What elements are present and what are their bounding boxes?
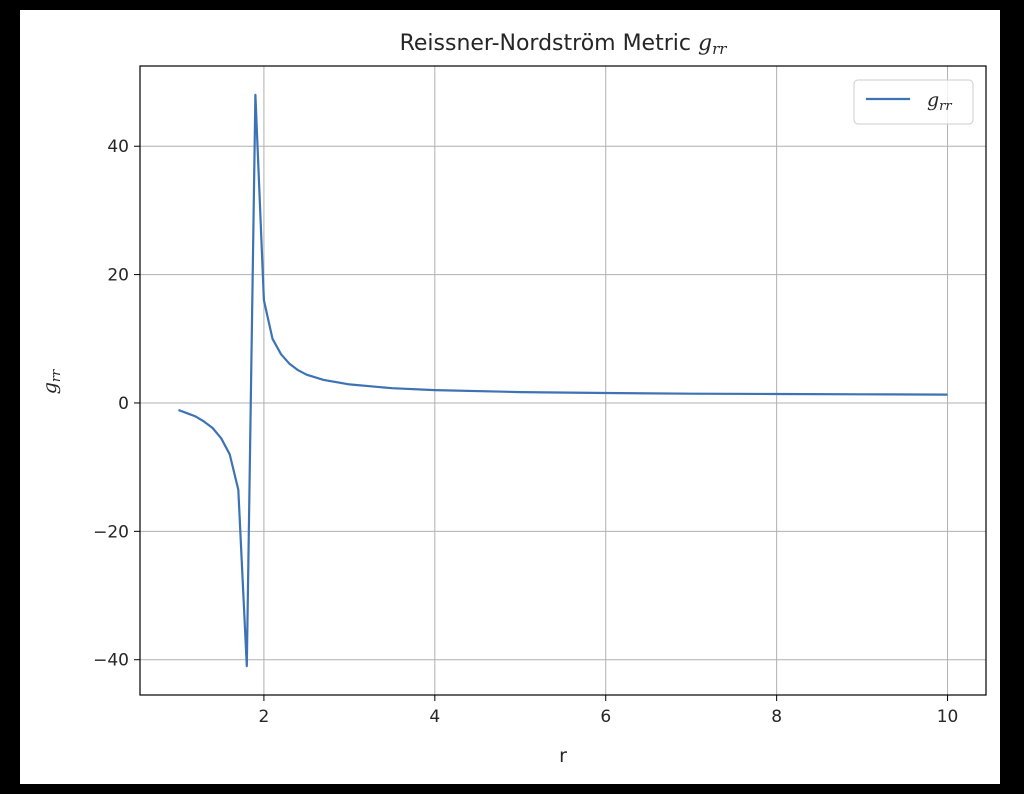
x-axis-label: r: [559, 745, 567, 767]
legend-box: [853, 79, 974, 125]
chart-title: Reissner-Nordström Metric grr: [400, 31, 728, 58]
y-tick-label: 20: [107, 266, 129, 286]
x-tick-label: 6: [600, 707, 611, 727]
series-layer: [178, 93, 948, 668]
y-tick-label: 0: [118, 394, 129, 414]
ticks: 2 4 6 8 10 −40 −20 0 20 40: [93, 137, 958, 727]
legend-label-math-sub: rr: [939, 99, 952, 114]
legend-label-math: g: [927, 89, 939, 111]
axes-frame: [139, 65, 987, 696]
y-axis-label-math: g: [39, 382, 61, 394]
y-axis-label: grr: [39, 369, 64, 394]
x-tick-label: 8: [771, 707, 782, 727]
chart-title-text: Reissner-Nordström Metric: [400, 31, 698, 56]
grid: [140, 66, 986, 695]
chart-title-math-sub: rr: [712, 40, 727, 58]
y-axis-label-math-sub: rr: [49, 369, 64, 382]
chart: 2 4 6 8 10 −40 −20 0 20 40 Reissner-Nordström Met…: [39, 31, 987, 767]
chart-title-math: g: [698, 31, 712, 56]
x-tick-label: 10: [937, 707, 959, 727]
legend-label: grr: [927, 89, 952, 114]
y-tick-label: −20: [93, 522, 129, 542]
legend: grr: [853, 79, 974, 125]
y-tick-label: −40: [93, 651, 129, 671]
x-tick-label: 2: [258, 707, 269, 727]
figure-canvas: 2 4 6 8 10 −40 −20 0 20 40 Reissner-Nordström Met…: [20, 10, 1000, 784]
series-line: [178, 93, 948, 668]
y-tick-label: 40: [107, 137, 129, 157]
x-tick-label: 4: [429, 707, 440, 727]
